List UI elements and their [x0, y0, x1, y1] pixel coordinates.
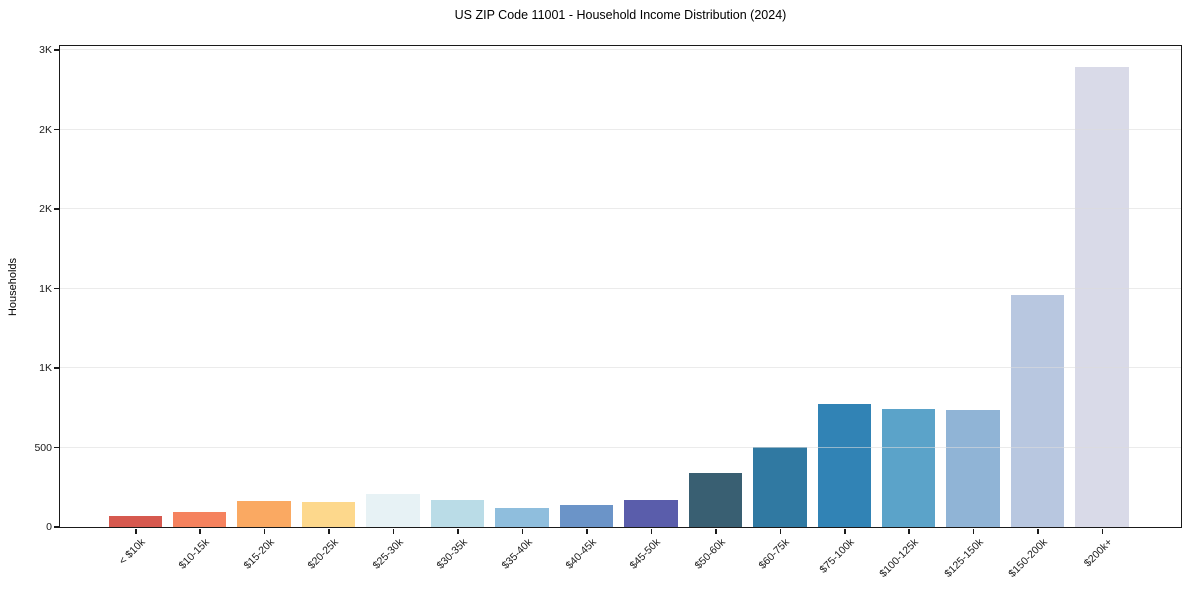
y-tick-label: 2K	[39, 203, 52, 215]
x-tick-mark	[779, 528, 781, 534]
x-tick-mark	[972, 528, 975, 534]
x-tick-label: $20-25k	[305, 536, 341, 572]
x-tick-label: $200k+	[1081, 536, 1115, 570]
bar-$200k+	[1075, 67, 1129, 527]
bar-$40-45k	[559, 505, 614, 527]
x-tick-mark	[586, 528, 588, 534]
bar-$25-30k	[366, 493, 420, 527]
bar-$50-60k	[688, 473, 743, 527]
y-tick-label: 2K	[39, 123, 52, 136]
x-tick-label: $60-75k	[756, 536, 793, 572]
x-tick-mark	[328, 528, 330, 534]
x-tick-label: $50-60k	[692, 536, 728, 572]
bars-layer	[60, 46, 1181, 527]
x-tick-label: $100-125k	[877, 536, 921, 580]
y-tick-mark	[53, 287, 59, 290]
x-tick-label: $35-40k	[498, 536, 535, 572]
y-tick-label: 1K	[39, 282, 52, 295]
x-tick-label: < $10k	[116, 536, 148, 568]
x-tick-mark	[457, 528, 459, 534]
gridline	[59, 367, 1181, 368]
x-tick-label: $45-50k	[627, 536, 664, 572]
plot-area	[58, 44, 1182, 528]
x-tick-label: $40-45k	[563, 536, 599, 572]
x-tick-mark	[1037, 528, 1039, 534]
bar-$15-20k	[237, 501, 291, 527]
bar-$75-100k	[817, 404, 871, 527]
bar-$100-125k	[881, 408, 936, 527]
grid-layer	[59, 46, 1181, 527]
x-tick-label: $15-20k	[241, 536, 277, 572]
y-tick-label: 500	[34, 441, 52, 454]
x-tick-label: $75-100k	[817, 536, 857, 576]
gridline	[59, 446, 1181, 448]
x-tick-label: $125-150k	[941, 536, 986, 580]
y-tick-mark	[53, 526, 59, 528]
y-tick-mark	[53, 446, 59, 449]
y-tick-label: 3K	[39, 44, 52, 56]
bar-$35-40k	[495, 508, 549, 527]
x-tick-mark	[715, 528, 717, 534]
y-tick-mark	[53, 128, 59, 131]
x-tick-mark	[135, 528, 137, 534]
x-tick-mark	[392, 528, 395, 534]
x-tick-mark	[844, 528, 846, 534]
bar-$30-35k	[430, 500, 485, 527]
bar-$125-150k	[946, 410, 1000, 527]
gridline	[59, 128, 1181, 130]
x-tick-mark	[199, 528, 201, 534]
bar-$60-75k	[753, 447, 807, 527]
x-tick-label: $150-200k	[1006, 536, 1050, 580]
x-tick-mark	[1101, 528, 1104, 534]
x-tick-label: $10-15k	[176, 536, 212, 572]
bar-$150-200k	[1010, 295, 1065, 527]
bar-< $10k	[108, 516, 162, 527]
gridline	[59, 208, 1181, 209]
gridline	[59, 49, 1181, 50]
y-tick-label: 1K	[39, 362, 52, 374]
gridline	[59, 287, 1181, 289]
y-tick-mark	[53, 49, 59, 51]
x-tick-label: $30-35k	[434, 536, 470, 572]
y-tick-mark	[53, 367, 59, 369]
bar-$10-15k	[172, 512, 227, 527]
y-tick-mark	[53, 208, 59, 210]
x-tick-mark	[521, 528, 524, 534]
chart-title: US ZIP Code 11001 - Household Income Dis…	[454, 8, 787, 22]
x-tick-mark	[908, 528, 910, 534]
x-tick-mark	[650, 528, 653, 534]
bar-$20-25k	[301, 501, 356, 527]
x-tick-mark	[263, 528, 266, 534]
bar-$45-50k	[624, 500, 678, 527]
y-tick-label: 0	[46, 521, 52, 533]
x-tick-label: $25-30k	[370, 536, 406, 572]
